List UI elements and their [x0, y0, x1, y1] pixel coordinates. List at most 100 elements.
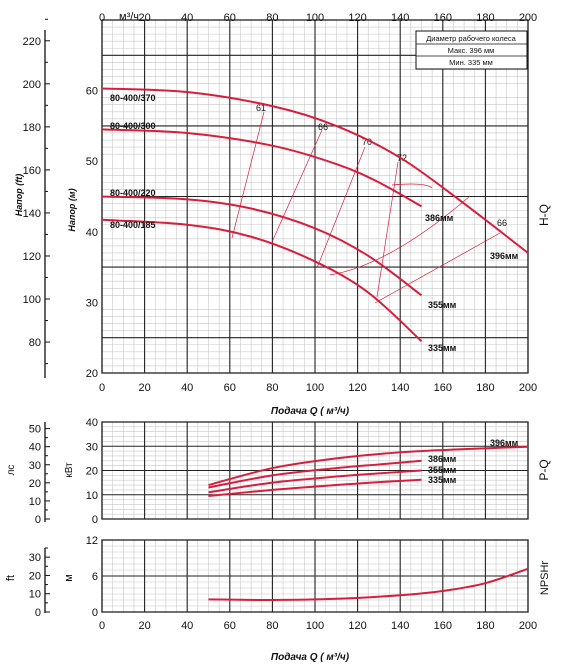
y-tick-m: 50	[86, 156, 98, 168]
x-tick-top: 20	[138, 12, 150, 24]
y-tick-ft: 200	[23, 79, 41, 91]
x-tick-top: 40	[181, 12, 193, 24]
diam-label-335: 335мм	[428, 343, 457, 353]
diam-label-386: 386мм	[425, 213, 454, 223]
plot-frame	[101, 421, 529, 520]
power-label-396: 396мм	[490, 438, 519, 448]
npsh-x-tick: 180	[476, 620, 494, 632]
x-tick-top: 140	[391, 12, 409, 24]
npsh-x-tick: 0	[99, 620, 105, 632]
legend-min: Мин. 335 мм	[449, 58, 493, 67]
y-tick-ft: 180	[23, 122, 41, 134]
head-title: H-Q	[537, 204, 551, 226]
power-title: P-Q	[537, 459, 551, 480]
x-tick-bottom: 140	[391, 382, 409, 394]
head-curve-1	[101, 128, 422, 208]
y-tick-m: 30	[86, 297, 98, 309]
npsh-x-tick: 20	[138, 620, 150, 632]
x-tick-top-zero: 0	[99, 12, 105, 24]
plot-frame	[101, 539, 529, 613]
y-tick-m: 60	[86, 86, 98, 98]
npsh-x-tick: 60	[224, 620, 236, 632]
power-grid	[101, 421, 529, 520]
x-tick-bottom: 100	[306, 382, 324, 394]
npsh-y-tick-ft: 30	[29, 552, 41, 564]
npsh-x-tick: 100	[306, 620, 324, 632]
y-tick-m: 40	[86, 227, 98, 239]
npsh-x-tick: 40	[181, 620, 193, 632]
head-curve-0	[101, 87, 529, 254]
head-series-names: 80-400/370 80-400/300 80-400/220 80-400/…	[110, 93, 519, 353]
legend-max: Макс. 396 мм	[448, 46, 495, 55]
x-tick-bottom: 180	[476, 382, 494, 394]
x-tick-top: 100	[306, 12, 324, 24]
npsh-y-tick-m: 0	[92, 607, 98, 619]
npsh-chart: 0 20 40 60 80 100 120 140 160 180 200 0 6 12 0 10 20 30…	[5, 535, 551, 663]
power-curve-0	[208, 445, 529, 487]
x-tick-top: 200	[519, 12, 537, 24]
y-tick-hp: 20	[29, 478, 41, 490]
x-tick-top: 180	[476, 12, 494, 24]
eff-label-5: 66	[497, 218, 507, 228]
y-tick-hp: 10	[29, 496, 41, 508]
y-tick-kw: 20	[86, 466, 98, 478]
eff-label-2: 66	[318, 122, 328, 132]
head-grid	[101, 19, 529, 374]
y-tick-m: 20	[86, 368, 98, 380]
npsh-x-tick: 200	[519, 620, 537, 632]
head-series	[101, 87, 529, 342]
y-tick-kw: 30	[86, 441, 98, 453]
head-y-ticks-m: 20 30 40 50 60	[86, 86, 98, 380]
y-tick-kw: 10	[86, 490, 98, 502]
y-tick-ft: 80	[29, 337, 41, 349]
xlabel-top: м³/ч	[119, 11, 139, 23]
x-tick-bottom: 40	[181, 382, 193, 394]
y-tick-ft: 160	[23, 165, 41, 177]
npsh-title: NPSHr	[539, 561, 551, 596]
npsh-y-tick-ft: 0	[35, 607, 41, 619]
legend-title: Диаметр рабочего колеса	[426, 34, 516, 43]
npsh-grid	[101, 539, 529, 613]
eff-label-1: 61	[256, 103, 266, 113]
npsh-series	[208, 567, 529, 602]
y-tick-ft: 120	[23, 251, 41, 263]
x-tick-bottom: 0	[99, 382, 105, 394]
power-label-386: 386мм	[428, 454, 457, 464]
head-curve-3	[101, 218, 423, 342]
xlabel-head: Подача Q ( м³/ч)	[271, 406, 350, 417]
npsh-y-tick-m: 6	[92, 571, 98, 583]
y-tick-ft: 100	[23, 294, 41, 306]
series-name-300: 80-400/300	[110, 121, 156, 131]
ylabel-m: Напор (м)	[67, 188, 77, 231]
head-curve-2	[101, 195, 423, 297]
power-y-ticks-kw: 0 10 20 30 40	[86, 417, 98, 526]
npsh-y-tick-ft: 20	[29, 570, 41, 582]
x-tick-bottom: 20	[138, 382, 150, 394]
y-tick-hp: 50	[29, 424, 41, 436]
npsh-y-ticks-m: 0 6 12	[86, 535, 98, 619]
npsh-curve-0	[208, 567, 529, 602]
npsh-x-tick: 80	[266, 620, 278, 632]
series-name-185: 80-400/185	[110, 220, 156, 230]
y-tick-hp: 0	[35, 514, 41, 526]
power-curve-3	[208, 478, 422, 497]
npsh-x-ticks: 0 20 40 60 80 100 120 140 160 180 200	[99, 620, 537, 632]
x-tick-top: 160	[434, 12, 452, 24]
head-y-ticks-ft: 80 100 120 140 160 180 200 220	[23, 18, 50, 365]
power-label-355: 355мм	[428, 465, 457, 475]
y-tick-hp: 40	[29, 442, 41, 454]
ylabel-npsh-ft: ft	[5, 575, 17, 581]
xlabel-npsh: Подача Q ( м³/ч)	[271, 652, 350, 663]
x-tick-bottom: 60	[224, 382, 236, 394]
x-tick-top: 120	[348, 12, 366, 24]
y-tick-ft: 140	[23, 208, 41, 220]
x-tick-top: 60	[224, 12, 236, 24]
npsh-x-tick: 160	[434, 620, 452, 632]
legend-box: Диаметр рабочего колеса Макс. 396 мм Мин…	[415, 30, 528, 70]
y-tick-hp: 30	[29, 460, 41, 472]
series-name-220: 80-400/220	[110, 188, 156, 198]
x-tick-top: 80	[266, 12, 278, 24]
